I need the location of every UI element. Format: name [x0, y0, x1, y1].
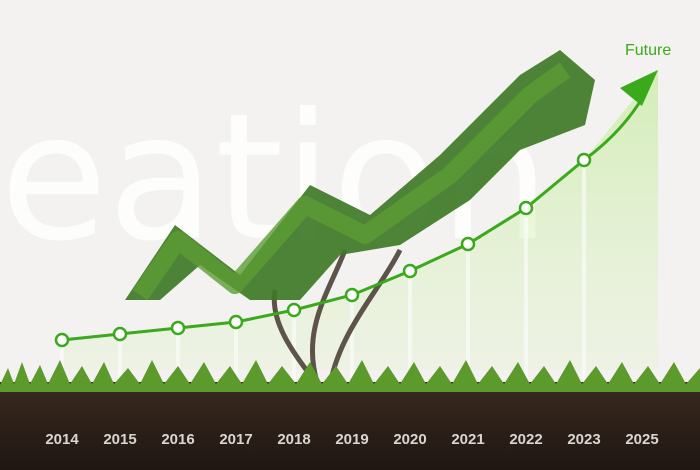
x-tick-label: 2020	[393, 431, 426, 448]
grass	[0, 360, 700, 392]
point	[228, 314, 244, 330]
x-tick-label: 2018	[277, 431, 310, 448]
soil	[0, 382, 700, 470]
point	[54, 332, 70, 348]
x-tick-label: 2023	[567, 431, 600, 448]
point	[286, 302, 302, 318]
annotation: Future	[625, 42, 671, 59]
point	[170, 320, 186, 336]
x-tick-label: 2025	[625, 431, 658, 448]
point	[344, 287, 360, 303]
x-tick-label: 2019	[335, 431, 368, 448]
line-layer	[54, 70, 658, 348]
x-tick-label: 2014	[45, 431, 79, 448]
area-layer	[60, 70, 658, 380]
point	[402, 263, 418, 279]
arrow-head	[620, 70, 658, 106]
x-tick-label: 2015	[103, 431, 136, 448]
x-tick-label: 2016	[161, 431, 194, 448]
x-tick-label: 2022	[509, 431, 542, 448]
x-tick-label: 2021	[451, 431, 484, 448]
label-layer: 2014 2015 2016 2017 2018 2019 2020 2021 2022 2023…	[45, 431, 658, 448]
x-tick-label: 2017	[219, 431, 252, 448]
point	[460, 236, 476, 252]
point	[518, 200, 534, 216]
series-line	[61, 158, 585, 342]
point	[112, 326, 128, 342]
point	[576, 152, 592, 168]
area-glow	[62, 70, 658, 370]
